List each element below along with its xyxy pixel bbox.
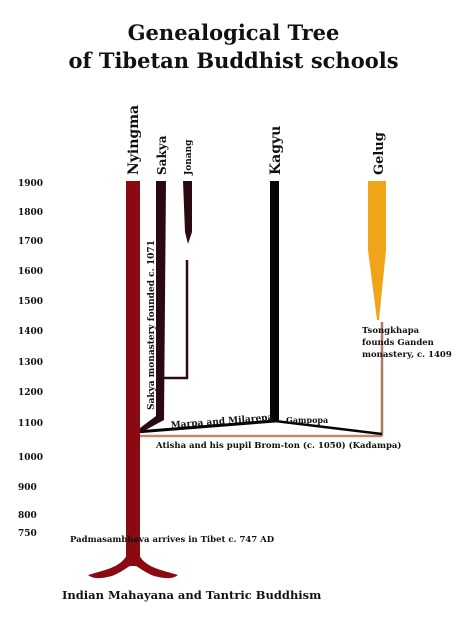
year-tick: 1900: [18, 179, 43, 189]
root-label: Indian Mahayana and Tantric Buddhism: [62, 588, 321, 602]
school-label-gelug: Gelug: [372, 132, 387, 175]
school-label-nyingma: Nyingma: [126, 105, 142, 175]
kagyu-branch: [135, 419, 383, 436]
sakya-founding-label: Sakya monastery founded c. 1071: [147, 240, 157, 410]
year-tick: 1200: [18, 388, 43, 398]
tsongkhapa-label: Tsongkhapa founds Ganden monastery, c. 1…: [362, 326, 452, 360]
nyingma-roots: [88, 555, 178, 579]
jonang-branch: [183, 181, 192, 244]
tsongkhapa-line: Tsongkhapa: [362, 326, 420, 336]
tsongkhapa-line: founds Ganden: [362, 338, 434, 348]
kagyu-trunk: [270, 181, 279, 422]
year-tick: 800: [18, 511, 37, 521]
gampopa-label: Gampopa: [286, 415, 328, 425]
year-tick: 1600: [18, 267, 43, 277]
year-tick: 750: [18, 529, 37, 539]
year-tick: 1100: [18, 419, 43, 429]
nyingma-trunk: [126, 181, 140, 560]
tsongkhapa-line: monastery, c. 1409: [362, 350, 452, 360]
marpa-milarepa-label: Marpa and Milarepa: [170, 413, 273, 431]
title-line-1: Genealogical Tree: [127, 20, 340, 45]
padmasambhava-label: Padmasambhava arrives in Tibet c. 747 AD: [70, 535, 275, 545]
year-tick: 900: [18, 483, 37, 493]
title-line-2: of Tibetan Buddhist schools: [68, 48, 399, 73]
jonang-connector: [162, 260, 189, 380]
year-tick: 1700: [18, 237, 43, 247]
year-tick: 1300: [18, 358, 43, 368]
year-tick: 1800: [18, 208, 43, 218]
year-tick: 1000: [18, 453, 43, 463]
school-label-sakya: Sakya: [155, 135, 169, 175]
year-tick: 1500: [18, 297, 43, 307]
school-label-jonang: Jonang: [184, 139, 194, 176]
school-label-kagyu: Kagyu: [268, 126, 284, 175]
year-tick: 1400: [18, 327, 43, 337]
year-axis: 1900 1800 1700 1600 1500 1400 1300 1200 …: [18, 179, 43, 539]
atisha-label: Atisha and his pupil Brom-ton (c. 1050) …: [155, 440, 401, 451]
sakya-branch: [140, 181, 166, 433]
gelug-branch: [368, 181, 386, 320]
